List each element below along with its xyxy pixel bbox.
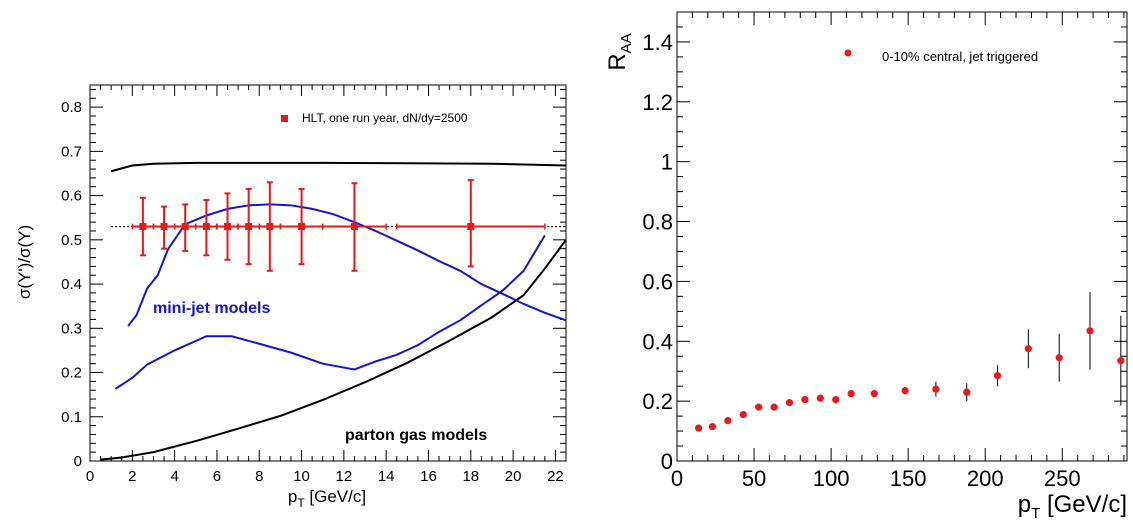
ratio-data-point bbox=[161, 223, 168, 230]
raa-y-tick-label: 1.2 bbox=[642, 90, 673, 115]
ratio-data-point bbox=[298, 223, 305, 230]
ratio-x-tick-label: 18 bbox=[462, 468, 479, 485]
raa-y-axis-title: RAA bbox=[604, 33, 635, 70]
raa-data-point bbox=[1056, 354, 1063, 361]
ratio-data-point bbox=[224, 223, 231, 230]
ratio-data-point bbox=[203, 223, 210, 230]
ratio-y-tick-label: 0 bbox=[74, 453, 82, 470]
raa-data-point bbox=[709, 423, 716, 430]
raa-data-point bbox=[994, 372, 1001, 379]
ratio-x-tick-label: 14 bbox=[378, 468, 395, 485]
raa-x-tick-label: 250 bbox=[1044, 466, 1081, 491]
raa-data-point bbox=[1117, 357, 1124, 364]
raa-data-point bbox=[755, 404, 762, 411]
ratio-x-tick-label: 0 bbox=[86, 468, 94, 485]
ratio-x-tick-label: 4 bbox=[170, 468, 178, 485]
parton-gas-models-label: parton gas models bbox=[345, 427, 487, 444]
ratio-y-tick-label: 0.7 bbox=[61, 143, 82, 160]
raa-legend: 0-10% central, jet triggered bbox=[845, 49, 1039, 64]
raa-data-points bbox=[695, 292, 1124, 432]
ratio-y-axis-title: σ(Υ')/σ(Υ) bbox=[15, 225, 34, 299]
ratio-data-point bbox=[467, 223, 474, 230]
raa-y-tick-label: 0 bbox=[661, 449, 673, 474]
raa-x-axis-title: pT [GeV/c] bbox=[1018, 491, 1127, 520]
ratio-y-tick-label: 0.4 bbox=[61, 276, 82, 293]
raa-x-tick-label: 150 bbox=[890, 466, 927, 491]
raa-data-point bbox=[963, 389, 970, 396]
ratio-legend-marker bbox=[281, 115, 288, 122]
ratio-axes: 0 2 4 6 8 10 12 14 16 18 20 22 0 0.1 0.2 0.3 0.4 0.5 0.6 0.… bbox=[61, 85, 566, 485]
ratio-y-tick-label: 0.8 bbox=[61, 99, 82, 116]
raa-data-point bbox=[695, 424, 702, 431]
raa-legend-label: 0-10% central, jet triggered bbox=[882, 49, 1038, 64]
ratio-x-tick-label: 6 bbox=[213, 468, 221, 485]
raa-data-point bbox=[901, 387, 908, 394]
raa-y-tick-label: 0.4 bbox=[642, 329, 673, 354]
mini-jet-models-label: mini-jet models bbox=[153, 300, 270, 317]
ratio-x-tick-label: 8 bbox=[255, 468, 263, 485]
raa-data-point bbox=[817, 395, 824, 402]
ratio-x-tick-label: 16 bbox=[420, 468, 437, 485]
ratio-chart: 0 2 4 6 8 10 12 14 16 18 20 22 0 0.1 0.2 0.3 0.4 0.5 0.6 0.… bbox=[15, 85, 566, 510]
raa-data-point bbox=[1025, 345, 1032, 352]
raa-data-point bbox=[724, 417, 731, 424]
raa-legend-marker bbox=[845, 50, 852, 57]
raa-data-point bbox=[801, 396, 808, 403]
ratio-legend: HLT, one run year, dN/dy=2500 bbox=[281, 111, 468, 125]
ratio-x-tick-label: 20 bbox=[505, 468, 522, 485]
raa-data-point bbox=[740, 411, 747, 418]
ratio-plot-frame bbox=[90, 85, 566, 461]
raa-data-point bbox=[871, 390, 878, 397]
raa-data-point bbox=[832, 396, 839, 403]
raa-y-tick-label: 0.6 bbox=[642, 269, 673, 294]
ratio-data-point bbox=[182, 223, 189, 230]
raa-data-point bbox=[786, 399, 793, 406]
model-curve-1 bbox=[111, 163, 566, 171]
ratio-y-tick-label: 0.2 bbox=[61, 365, 82, 382]
raa-y-tick-label: 0.8 bbox=[642, 210, 673, 235]
ratio-data-point bbox=[139, 223, 146, 230]
raa-data-point bbox=[770, 404, 777, 411]
raa-plot-frame bbox=[677, 12, 1127, 461]
raa-x-tick-label: 200 bbox=[967, 466, 1004, 491]
model-curve-2 bbox=[101, 240, 566, 460]
ratio-data-points bbox=[132, 180, 545, 271]
raa-x-tick-label: 50 bbox=[742, 466, 766, 491]
raa-y-tick-label: 1.4 bbox=[642, 30, 673, 55]
ratio-x-tick-label: 12 bbox=[336, 468, 353, 485]
ratio-data-point bbox=[351, 223, 358, 230]
ratio-x-tick-label: 10 bbox=[293, 468, 310, 485]
ratio-y-tick-label: 0.3 bbox=[61, 320, 82, 337]
ratio-x-axis-title: pT [GeV/c] bbox=[288, 487, 366, 510]
ratio-y-tick-label: 0.5 bbox=[61, 232, 82, 249]
raa-y-tick-label: 0.2 bbox=[642, 389, 673, 414]
ratio-y-tick-label: 0.6 bbox=[61, 188, 82, 205]
ratio-x-tick-label: 22 bbox=[547, 468, 564, 485]
ratio-legend-label: HLT, one run year, dN/dy=2500 bbox=[302, 111, 468, 125]
ratio-data-point bbox=[245, 223, 252, 230]
raa-data-point bbox=[848, 390, 855, 397]
ratio-y-tick-label: 0.1 bbox=[61, 409, 82, 426]
ratio-data-point bbox=[266, 223, 273, 230]
raa-y-tick-label: 1 bbox=[661, 150, 673, 175]
raa-data-point bbox=[1086, 327, 1093, 334]
raa-data-point bbox=[932, 386, 939, 393]
ratio-x-tick-label: 2 bbox=[128, 468, 136, 485]
raa-x-tick-label: 100 bbox=[813, 466, 850, 491]
